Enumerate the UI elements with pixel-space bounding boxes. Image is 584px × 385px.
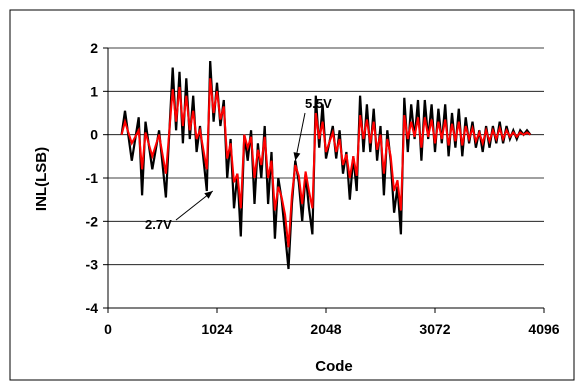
- y-tick-label-3: -1: [86, 170, 99, 186]
- y-tick-labels: 2 1 0 -1 -2 -3 -4: [86, 40, 99, 316]
- x-tick-labels: 0 1024 2048 3072 4096: [104, 321, 560, 337]
- y-tick-label-0: 2: [90, 40, 98, 56]
- annotation-arrowhead-2-7v: [204, 191, 213, 199]
- x-tick-label-2: 2048: [310, 321, 341, 337]
- series-line-1: [120, 78, 531, 248]
- y-tick-label-5: -3: [86, 257, 99, 273]
- annotation-label-2-7v: 2.7V: [145, 217, 172, 232]
- y-axis-title: INL(LSB): [33, 147, 50, 211]
- y-tick-label-6: -4: [86, 300, 99, 316]
- x-tick-label-1: 1024: [201, 321, 232, 337]
- y-tick-label-1: 1: [90, 83, 98, 99]
- annotation-arrowhead-5-5v: [293, 152, 301, 161]
- annotation-arrow-5-5v: [294, 112, 306, 161]
- y-tick-label-4: -2: [86, 213, 99, 229]
- x-axis-title: Code: [315, 358, 353, 375]
- x-tick-label-3: 3072: [419, 321, 450, 337]
- series-layer: [120, 60, 532, 270]
- annotations: 5.5V 2.7V: [145, 96, 332, 232]
- x-tick-label-4: 4096: [528, 321, 559, 337]
- axes: [103, 47, 545, 313]
- annotation-label-5-5v: 5.5V: [305, 96, 332, 111]
- y-tick-label-2: 0: [90, 127, 98, 143]
- x-tick-label-0: 0: [104, 321, 112, 337]
